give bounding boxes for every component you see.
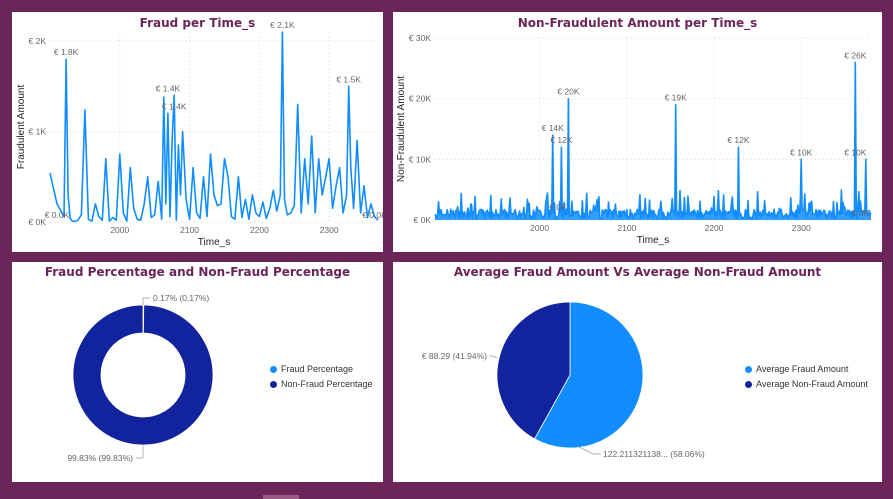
- data-label: € 10K: [844, 147, 867, 157]
- fraud-percentage-panel[interactable]: Fraud Percentage and Non-Fraud Percentag…: [12, 262, 383, 482]
- legend: Average Fraud Amount Average Non-Fraud A…: [745, 364, 868, 394]
- data-label: € 26K: [844, 50, 867, 60]
- page-tab-strip: [0, 483, 893, 499]
- data-label: € 10K: [790, 147, 813, 157]
- data-label: € 0K: [549, 202, 567, 212]
- x-tick-label: 2000: [530, 223, 549, 233]
- data-label: € 0K: [852, 208, 870, 218]
- fraud-per-time-panel[interactable]: Fraud per Time_s € 0K € 1K € 2K 2000 2100 220…: [12, 12, 387, 252]
- x-tick-label: 2000: [110, 225, 129, 235]
- average-amount-panel[interactable]: Average Fraud Amount Vs Average Non-Frau…: [393, 262, 882, 482]
- chart-title: Fraud Percentage and Non-Fraud Percentag…: [44, 265, 351, 279]
- data-label: € 0.0K: [45, 210, 70, 220]
- leader-line: [489, 355, 498, 359]
- data-label: € 12K: [727, 135, 750, 145]
- legend-swatch: [270, 380, 277, 388]
- x-tick-label: 2100: [617, 223, 636, 233]
- y-axis-title: Fraudulent Amount: [16, 85, 27, 170]
- data-label: € 20K: [557, 87, 580, 97]
- data-label: € 2.1K: [270, 20, 295, 30]
- legend-swatch: [270, 365, 277, 373]
- chart-title: Fraud per Time_s: [139, 16, 256, 30]
- y-tick-label: € 1K: [29, 127, 47, 137]
- x-tick-label: 2100: [180, 225, 199, 235]
- x-axis-title: Time_s: [637, 235, 669, 246]
- data-label: € 1.4K: [162, 101, 187, 111]
- y-tick-label: € 0K: [29, 217, 47, 227]
- x-tick-label: 2200: [250, 225, 269, 235]
- y-tick-label: € 2K: [29, 36, 47, 46]
- x-tick-label: 2200: [705, 223, 724, 233]
- legend-label: Fraud Percentage: [281, 364, 354, 374]
- y-tick-label: € 30K: [409, 33, 432, 43]
- data-label: € 14K: [542, 123, 565, 133]
- pie-slice: [496, 301, 571, 440]
- nonfraud-line-chart[interactable]: € 0K € 10K € 20K € 30K 2000 2100 2200 2300 Time_…: [393, 12, 882, 252]
- chart-title: Average Fraud Amount Vs Average Non-Frau…: [453, 265, 822, 279]
- data-label: 0.17% (0.17%): [153, 293, 209, 303]
- y-tick-label: € 20K: [409, 94, 432, 104]
- average-amount-pie[interactable]: 122.211321138... (58.06%) € 88.29 (41.94%…: [393, 262, 882, 482]
- legend-item-avg-fraud[interactable]: Average Fraud Amount: [745, 364, 868, 374]
- x-tick-label: 2300: [792, 223, 811, 233]
- data-label: € 12K: [550, 135, 573, 145]
- page-tab[interactable]: [263, 495, 299, 499]
- legend-item-fraud[interactable]: Fraud Percentage: [270, 364, 373, 374]
- series-line: [49, 31, 379, 223]
- data-label: € 1.5K: [336, 74, 361, 84]
- legend-label: Average Non-Fraud Amount: [756, 379, 868, 389]
- fraud-line-chart[interactable]: € 0K € 1K € 2K 2000 2100 2200 2300 Time_s Fraudu…: [12, 12, 387, 252]
- donut-slice: [72, 304, 214, 446]
- x-axis-title: Time_s: [198, 237, 230, 248]
- y-tick-label: € 10K: [409, 154, 432, 164]
- data-label: € 88.29 (41.94%): [422, 351, 487, 361]
- legend-swatch: [745, 365, 752, 373]
- legend-item-avg-nonfraud[interactable]: Average Non-Fraud Amount: [745, 379, 868, 389]
- legend-item-nonfraud[interactable]: Non-Fraud Percentage: [270, 379, 373, 389]
- leader-line: [578, 446, 601, 455]
- chart-title: Non-Fraudulent Amount per Time_s: [517, 16, 758, 30]
- legend-label: Average Fraud Amount: [756, 364, 849, 374]
- data-label: € 19K: [665, 93, 688, 103]
- pie-slice: [534, 301, 644, 449]
- y-tick-label: € 0K: [414, 215, 432, 225]
- legend: Fraud Percentage Non-Fraud Percentage: [270, 364, 373, 394]
- data-label: 122.211321138... (58.06%): [603, 449, 705, 459]
- nonfraud-per-time-panel[interactable]: Non-Fraudulent Amount per Time_s € 0K € 1…: [393, 12, 882, 252]
- series-line: [434, 61, 872, 220]
- legend-label: Non-Fraud Percentage: [281, 379, 373, 389]
- data-label: € 1.4K: [156, 83, 181, 93]
- x-tick-label: 2300: [320, 225, 339, 235]
- y-axis-title: Non-Fraudulent Amount: [396, 76, 407, 182]
- leader-line: [142, 297, 150, 305]
- data-label: € 0.0K: [362, 210, 383, 220]
- data-label: € 1.8K: [54, 47, 79, 57]
- fraud-percentage-donut[interactable]: 0.17% (0.17%) 99.83% (99.83%): [12, 262, 383, 482]
- data-label: 99.83% (99.83%): [67, 453, 133, 463]
- legend-swatch: [745, 380, 752, 388]
- leader-line: [136, 445, 144, 459]
